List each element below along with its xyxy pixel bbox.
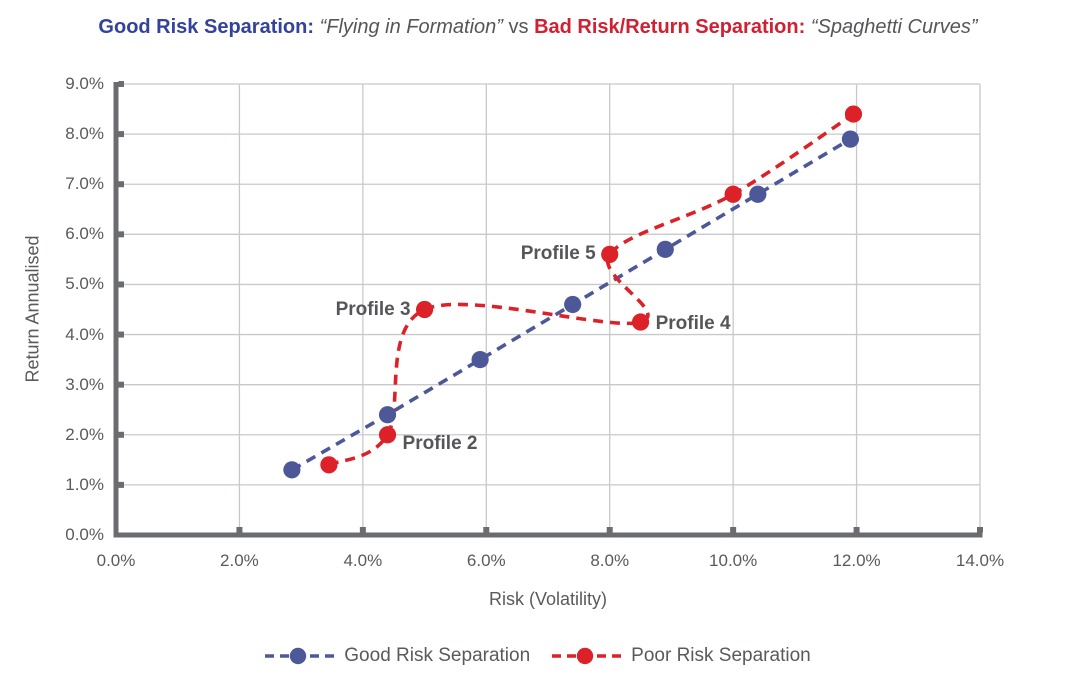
poor-risk-separation-point [631, 313, 650, 331]
poor-risk-separation-point [378, 426, 397, 444]
title-flying-quote: “Flying in Formation” [319, 16, 503, 38]
x-axis-title: Risk (Volatility) [488, 589, 608, 609]
profile-label: Profile 5 [520, 243, 596, 265]
y-tick-label: 6.0% [65, 224, 104, 244]
legend-label: Poor Risk Separation [631, 645, 811, 666]
title-vs: vs [508, 16, 529, 38]
x-tick-label: 12.0% [832, 551, 881, 570]
x-axis-tick [483, 527, 490, 533]
y-axis-tick [118, 181, 124, 188]
y-axis-tick [118, 231, 124, 238]
y-axis-title: Return Annualised [22, 235, 43, 383]
good-risk-separation-point [471, 351, 489, 369]
y-axis-tick [118, 481, 124, 488]
x-tick-label: 8.0% [590, 551, 630, 570]
y-axis-tick [118, 131, 124, 138]
title-good-label: Good Risk Separation: [98, 16, 315, 38]
legend-item-poor-risk-separation: Poor Risk Separation [552, 645, 811, 667]
chart-title: Good Risk Separation: “Flying in Formati… [0, 16, 1076, 39]
x-tick-label: 0.0% [96, 551, 136, 570]
title-spaghetti-quote: “Spaghetti Curves” [810, 16, 978, 38]
profile-label: Profile 2 [402, 432, 478, 454]
y-tick-label: 2.0% [65, 424, 104, 444]
poor-risk-separation-point [415, 300, 434, 319]
y-tick-label: 9.0% [65, 74, 104, 93]
y-axis-tick [118, 81, 124, 87]
poor-risk-separation-point [724, 185, 742, 203]
legend-line-marker-icon [552, 647, 623, 665]
x-axis-tick [730, 527, 737, 533]
good-risk-separation-point [283, 461, 301, 479]
legend-item-good-risk-separation: Good Risk Separation [265, 645, 530, 667]
title-bad-label: Bad Risk/Return Separation: [534, 16, 806, 38]
y-tick-label: 7.0% [65, 174, 104, 194]
x-axis-tick [606, 527, 613, 533]
good-risk-separation-point [378, 406, 397, 424]
good-risk-separation-point [564, 295, 582, 314]
x-tick-label: 10.0% [709, 551, 758, 570]
y-axis-tick [118, 381, 124, 388]
x-tick-label: 2.0% [220, 551, 259, 570]
y-tick-label: 3.0% [65, 374, 104, 394]
y-axis-tick [118, 331, 124, 338]
legend-line-marker-icon [265, 647, 336, 665]
profile-label: Profile 3 [335, 298, 411, 320]
poor-risk-separation-point [320, 456, 338, 474]
x-tick-label: 6.0% [466, 551, 506, 570]
y-tick-label: 0.0% [65, 525, 104, 544]
y-tick-label: 8.0% [65, 124, 104, 144]
good-risk-separation-point [841, 130, 860, 148]
x-axis-tick [236, 527, 243, 533]
poor-risk-separation-point [601, 245, 619, 263]
y-tick-label: 1.0% [65, 474, 104, 494]
profile-label: Profile 4 [655, 313, 731, 335]
poor-risk-separation-line [328, 112, 855, 467]
poor-risk-separation-point [844, 105, 863, 123]
y-tick-label: 4.0% [65, 324, 104, 344]
y-axis-tick [118, 281, 124, 288]
good-risk-separation-point [656, 240, 674, 258]
legend-label: Good Risk Separation [344, 645, 531, 666]
x-axis-tick [853, 527, 860, 533]
x-tick-label: 14.0% [955, 551, 1005, 570]
y-axis-tick [118, 431, 124, 438]
legend: Good Risk Separation Poor Risk Separation [0, 645, 1076, 667]
x-tick-label: 4.0% [343, 551, 383, 570]
x-axis-tick [977, 527, 983, 533]
x-axis-tick [359, 527, 366, 533]
y-tick-label: 5.0% [65, 274, 104, 294]
good-risk-separation-point [749, 185, 767, 203]
